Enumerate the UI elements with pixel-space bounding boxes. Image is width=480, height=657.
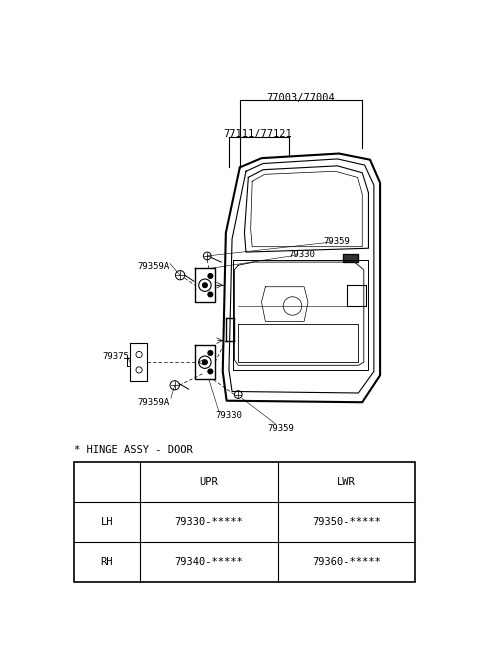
Text: 77111/77121: 77111/77121 [223,129,292,139]
Text: 79359A: 79359A [137,398,170,407]
Text: 79360-*****: 79360-***** [312,556,381,566]
Circle shape [208,292,213,297]
Text: 79359A: 79359A [137,262,170,271]
Circle shape [208,274,213,279]
Circle shape [203,360,207,365]
Circle shape [203,283,207,288]
Text: LH: LH [101,516,113,527]
Text: 79330-*****: 79330-***** [174,516,243,527]
Circle shape [208,351,213,355]
Text: 77003/77004: 77003/77004 [266,93,335,102]
Text: 79330: 79330 [288,250,315,259]
Text: 79350-*****: 79350-***** [312,516,381,527]
Text: RH: RH [101,556,113,566]
Text: UPR: UPR [199,476,218,487]
Bar [74,461,415,581]
Text: 79359: 79359 [268,424,295,433]
Text: 79375: 79375 [103,352,130,361]
Text: 79359: 79359 [324,237,350,246]
Text: LWR: LWR [337,476,356,487]
Circle shape [208,369,213,374]
Text: 79330: 79330 [215,411,242,420]
Text: 79340-*****: 79340-***** [174,556,243,566]
Text: * HINGE ASSY - DOOR: * HINGE ASSY - DOOR [74,445,192,455]
